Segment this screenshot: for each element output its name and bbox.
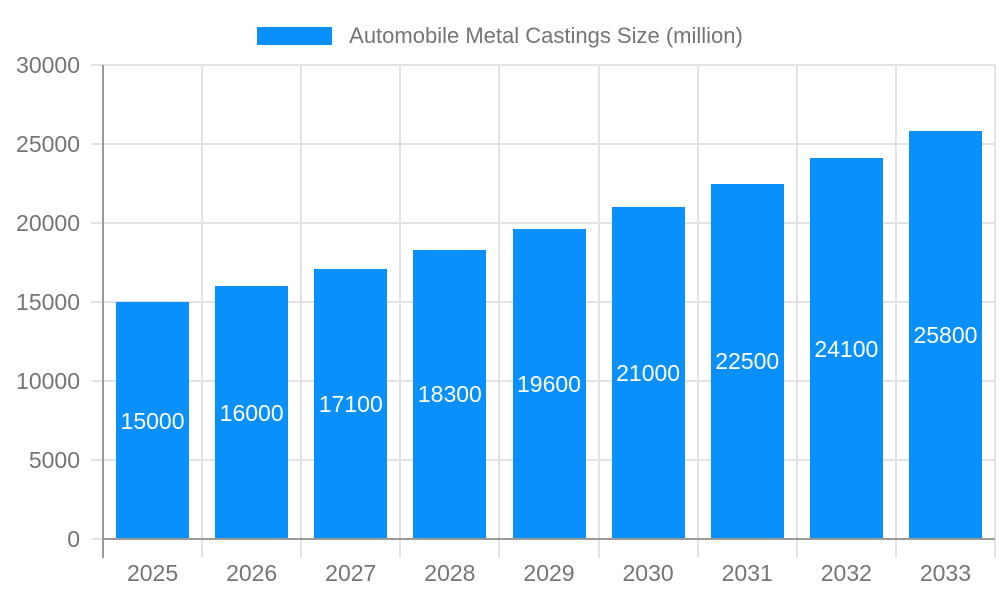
gridline-vertical: [597, 65, 600, 558]
bar-2027[interactable]: [314, 268, 388, 539]
gridline-vertical: [696, 65, 699, 558]
bar-2025[interactable]: [116, 302, 190, 539]
gridline-vertical: [795, 65, 798, 558]
y-axis-tick-label: 0: [67, 526, 80, 552]
bar-2031[interactable]: [710, 183, 784, 539]
y-axis-tick-label: 5000: [28, 447, 80, 473]
x-axis-line: [103, 538, 995, 540]
x-axis-tick-label: 2025: [126, 560, 179, 586]
bar-2026[interactable]: [215, 286, 289, 539]
bar-2030[interactable]: [611, 207, 685, 539]
x-axis-tick-label: 2033: [919, 560, 972, 586]
bar-2028[interactable]: [413, 249, 487, 539]
y-axis-tick-label: 30000: [16, 52, 80, 78]
legend[interactable]: Automobile Metal Castings Size (million): [0, 22, 1000, 50]
gridline-horizontal: [91, 222, 995, 224]
x-axis-tick-label: 2031: [721, 560, 773, 586]
gridline-vertical: [894, 65, 897, 558]
y-axis-tick-label: 20000: [16, 210, 80, 236]
gridline-vertical: [498, 65, 501, 558]
y-axis-tick-label: 25000: [16, 131, 80, 157]
y-axis-tick-label: 15000: [16, 289, 80, 315]
gridline-vertical: [994, 65, 996, 558]
y-axis-tick-label: 10000: [16, 368, 80, 394]
x-axis-tick-label: 2030: [622, 560, 674, 586]
x-axis-tick-label: 2028: [424, 560, 476, 586]
legend-label[interactable]: Automobile Metal Castings Size (million): [349, 23, 743, 48]
x-axis-tick-label: 2027: [325, 560, 377, 586]
gridline-vertical: [399, 65, 402, 558]
bar-2029[interactable]: [512, 229, 586, 539]
y-axis-line: [102, 65, 104, 558]
gridline-horizontal: [91, 64, 995, 66]
x-axis-tick-label: 2029: [523, 560, 575, 586]
legend-swatch[interactable]: [257, 27, 333, 45]
x-axis-tick-label: 2026: [226, 560, 278, 586]
bar-2033[interactable]: [908, 131, 982, 539]
gridline-vertical: [201, 65, 204, 558]
gridline-vertical: [300, 65, 303, 558]
x-axis-tick-label: 2032: [820, 560, 872, 586]
bar-2032[interactable]: [809, 158, 883, 539]
gridline-horizontal: [91, 143, 995, 145]
